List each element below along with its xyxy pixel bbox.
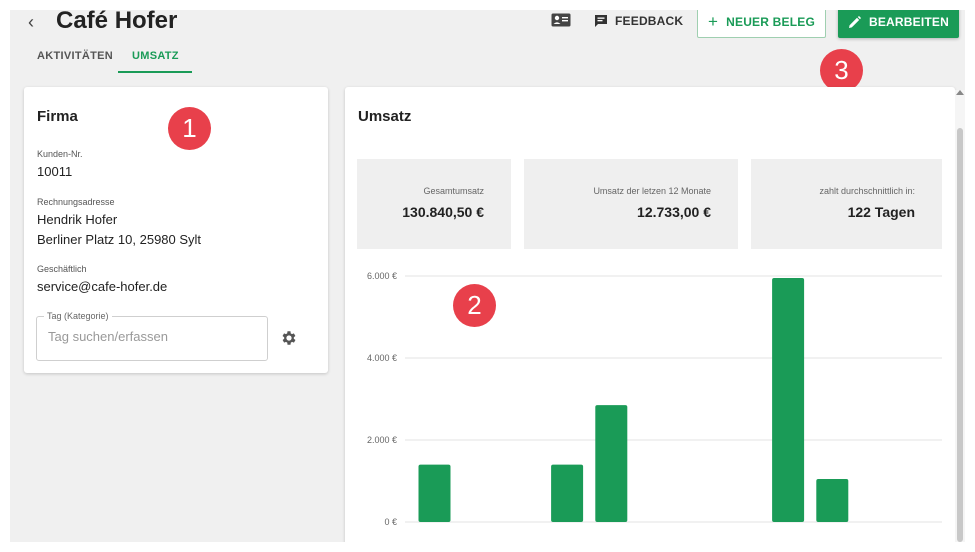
- bar-Aug: [551, 464, 584, 522]
- back-icon[interactable]: ‹: [28, 12, 34, 32]
- billing-street: Berliner Platz 10, 25980 Sylt: [37, 232, 202, 247]
- tab-aktivitaeten[interactable]: AKTIVITÄTEN: [37, 50, 114, 62]
- x-tick-label: Nov: [692, 541, 709, 542]
- tag-field-label: Tag (Kategorie): [44, 311, 112, 321]
- stat-avg-payment-days: zahlt durchschnittlich in: 122 Tagen: [751, 159, 942, 249]
- tag-search-input[interactable]: [48, 329, 248, 344]
- x-tick-label: Sep: [603, 541, 619, 542]
- feedback-icon: [595, 15, 607, 27]
- annotation-badge-2: 2: [453, 284, 496, 327]
- billing-name: Hendrik Hofer: [37, 212, 118, 227]
- x-tick-label: Mai: [427, 541, 442, 542]
- company-card: Firma Kunden-Nr. 10011 Rechnungsadresse …: [24, 87, 328, 373]
- feedback-label: FEEDBACK: [615, 14, 684, 28]
- contact-card-icon[interactable]: [551, 13, 571, 27]
- revenue-card-title: Umsatz: [358, 108, 412, 125]
- stat-avg-payment-days-label: zahlt durchschnittlich in:: [819, 186, 915, 196]
- x-tick-label: Dez: [736, 541, 753, 542]
- y-tick-label: 2.000 €: [367, 435, 397, 445]
- tag-field[interactable]: Tag (Kategorie): [36, 311, 268, 361]
- stat-revenue-12-months: Umsatz der letzen 12 Monate 12.733,00 €: [524, 159, 738, 249]
- edit-label: BEARBEITEN: [868, 15, 949, 29]
- plus-icon: +: [707, 12, 719, 31]
- revenue-bar-chart: 0 € 2.000 € 4.000 € 6.000 € Mai Jun Jul Aug Sep O…: [367, 271, 942, 542]
- billing-address-label: Rechnungsadresse: [37, 197, 115, 207]
- new-receipt-label: NEUER BELEG: [726, 15, 816, 29]
- stat-revenue-12-months-label: Umsatz der letzen 12 Monate: [593, 186, 711, 196]
- x-tick-label: Apr: [914, 541, 928, 542]
- stat-total-revenue-value: 130.840,50 €: [402, 204, 484, 220]
- x-tick-label: Feb: [825, 541, 841, 542]
- scroll-up-icon[interactable]: [956, 90, 964, 95]
- y-tick-label: 6.000 €: [367, 271, 397, 281]
- stat-total-revenue-label: Gesamtumsatz: [423, 186, 484, 196]
- feedback-button[interactable]: FEEDBACK: [594, 12, 683, 30]
- customer-no-value: 10011: [37, 164, 73, 179]
- stat-revenue-12-months-value: 12.733,00 €: [637, 204, 711, 220]
- business-email[interactable]: service@cafe-hofer.de: [37, 279, 168, 294]
- edit-button[interactable]: BEARBEITEN: [838, 10, 959, 38]
- stat-total-revenue: Gesamtumsatz 130.840,50 €: [357, 159, 511, 249]
- active-tab-indicator: [118, 71, 192, 73]
- x-tick-label: Mär: [869, 541, 885, 542]
- x-tick-label: Jul: [517, 541, 529, 542]
- gear-icon[interactable]: [280, 329, 298, 347]
- annotation-badge-3: 3: [820, 49, 863, 92]
- annotation-badge-1: 1: [168, 107, 211, 150]
- bar-Mai: [418, 464, 451, 522]
- pencil-icon: [848, 15, 861, 28]
- y-tick-label: 4.000 €: [367, 353, 397, 363]
- stat-avg-payment-days-value: 122 Tagen: [847, 204, 915, 220]
- company-card-title: Firma: [37, 108, 78, 125]
- scrollbar[interactable]: [955, 90, 965, 542]
- customer-page: ‹ Café Hofer AKTIVITÄTEN UMSATZ FEEDBACK…: [10, 10, 965, 542]
- bar-Sep: [595, 405, 628, 522]
- x-tick-label: Aug: [559, 541, 575, 542]
- bar-Feb: [816, 478, 849, 522]
- bar-Jan: [772, 278, 805, 522]
- business-label: Geschäftlich: [37, 264, 87, 274]
- revenue-card: Umsatz Gesamtumsatz 130.840,50 € Umsatz …: [345, 87, 955, 542]
- new-receipt-button[interactable]: + NEUER BELEG: [697, 10, 826, 38]
- x-tick-label: Okt: [648, 541, 663, 542]
- scrollbar-thumb[interactable]: [957, 128, 963, 542]
- customer-no-label: Kunden-Nr.: [37, 149, 83, 159]
- tab-umsatz[interactable]: UMSATZ: [132, 50, 179, 62]
- x-tick-label: Jun: [471, 541, 486, 542]
- x-tick-label: Jan: [781, 541, 796, 542]
- y-tick-label: 0 €: [384, 517, 397, 527]
- page-title: Café Hofer: [56, 10, 178, 34]
